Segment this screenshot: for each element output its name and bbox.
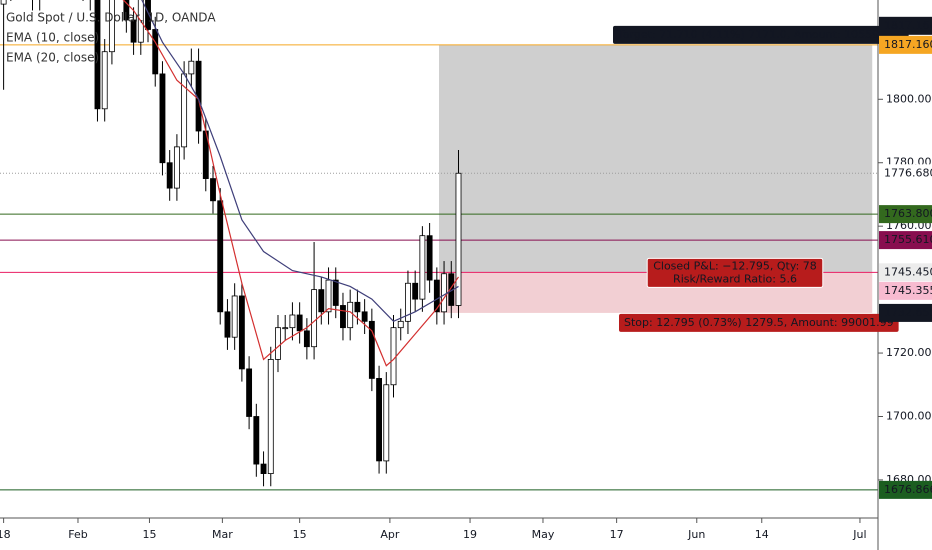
- pnl-box: [646, 257, 824, 288]
- candle-body: [354, 301, 361, 313]
- x-tick-label: May: [532, 528, 555, 541]
- price-label-bg: [879, 164, 932, 183]
- candle-body: [173, 146, 180, 189]
- target-zone: [439, 44, 873, 273]
- x-tick-label: 15: [293, 528, 307, 541]
- y-tick-label: 1800.000: [886, 92, 932, 105]
- candle-body: [455, 172, 462, 306]
- candle-body: [275, 327, 281, 360]
- stop-label: Stop: 12.795 (0.73%) 1279.5, Amount: 990…: [624, 316, 894, 329]
- candle-body: [368, 320, 375, 379]
- candle-body: [217, 200, 224, 313]
- candle-body: [159, 73, 166, 164]
- candle-body: [188, 60, 195, 75]
- candle-body: [195, 60, 202, 132]
- candle-body: [419, 235, 426, 300]
- stop-label-bg: [619, 313, 899, 332]
- price-label-bg: [879, 480, 932, 499]
- ema-line: [141, 0, 459, 323]
- price-label-bg: [879, 231, 932, 250]
- candle-body: [325, 279, 332, 313]
- candle-body: [376, 378, 382, 462]
- price-label: 1776.680: [884, 166, 932, 179]
- candle-body: [347, 301, 354, 329]
- candle-body: [318, 289, 325, 313]
- candle-body: [210, 178, 216, 202]
- x-tick-label: Mar: [212, 528, 233, 541]
- x-tick-label: Feb: [68, 528, 87, 541]
- price-label: 1763.800: [884, 207, 932, 220]
- candle-body: [267, 358, 274, 474]
- candle-body: [311, 289, 318, 348]
- price-label-bg: [879, 205, 932, 224]
- ratio-label: Risk/Reward Ratio: 5.6: [673, 272, 797, 285]
- candle-body: [0, 0, 7, 5]
- candle-body: [101, 51, 108, 110]
- ema-line: [122, 0, 459, 367]
- candle-body: [433, 279, 440, 313]
- x-tick-label: 18: [0, 528, 11, 541]
- y-tick-label: 1700.000: [886, 409, 932, 422]
- candle-body: [361, 311, 368, 322]
- price-label-bg: [879, 35, 932, 54]
- price-label-bg: [879, 281, 932, 300]
- candle-body: [289, 314, 296, 329]
- price-label: 1755.610: [884, 233, 932, 246]
- target-label-bg: [613, 25, 909, 44]
- candle-body: [383, 384, 390, 462]
- candle-body: [303, 330, 310, 348]
- candle-body: [130, 19, 137, 43]
- candle-body: [123, 0, 130, 21]
- target-label: Target: 71.710 (4.11%) 7171.0, Amount: 1…: [617, 28, 904, 41]
- candle-body: [260, 463, 267, 474]
- candle-body: [152, 29, 159, 75]
- candle-body: [224, 311, 231, 338]
- candle-body: [166, 162, 173, 189]
- x-tick-label: 19: [463, 528, 477, 541]
- x-tick-label: 17: [610, 528, 624, 541]
- candle-body: [253, 416, 260, 465]
- candle-body: [145, 0, 151, 30]
- candle-body: [282, 327, 289, 330]
- candle-body: [238, 295, 245, 370]
- candle-body: [397, 320, 404, 329]
- x-tick-label: 14: [755, 528, 769, 541]
- x-tick-label: Jul: [852, 528, 866, 541]
- candle-body: [426, 235, 433, 281]
- price-label: 1745.450: [884, 265, 932, 278]
- candle-body: [441, 273, 447, 313]
- price-label: 1732.655: [884, 306, 932, 319]
- candle-body: [231, 295, 238, 338]
- x-tick-label: Jun: [687, 528, 705, 541]
- candle-body: [390, 327, 397, 386]
- plot-area: [0, 0, 878, 491]
- y-tick-label: 1720.000: [886, 346, 932, 359]
- price-label: 1745.355: [884, 284, 932, 297]
- price-label: 1676.866: [884, 483, 932, 496]
- indicator-label: EMA (10, close): [6, 31, 99, 45]
- candle-body: [412, 282, 419, 300]
- candle-body: [94, 0, 101, 110]
- price-label-bg: [879, 16, 932, 35]
- price-label-bg: [879, 263, 932, 282]
- candle-body: [340, 305, 346, 329]
- candle-body: [405, 282, 411, 322]
- pnl-label: Closed P&L: −12.795, Qty: 78: [653, 259, 817, 272]
- indicator-label: EMA (20, close): [6, 51, 99, 65]
- candle-body: [296, 314, 303, 332]
- x-tick-label: 15: [142, 528, 156, 541]
- candle-body: [246, 368, 253, 417]
- price-label: 1817.160: [884, 19, 932, 32]
- chart-title: Gold Spot / U.S. Dollar, 1D, OANDA: [6, 11, 216, 25]
- price-label-bg: [879, 303, 932, 322]
- candle-body: [108, 0, 115, 53]
- price-label: 1817.160: [884, 38, 932, 51]
- candle-body: [332, 279, 339, 306]
- x-tick-label: Apr: [380, 528, 400, 541]
